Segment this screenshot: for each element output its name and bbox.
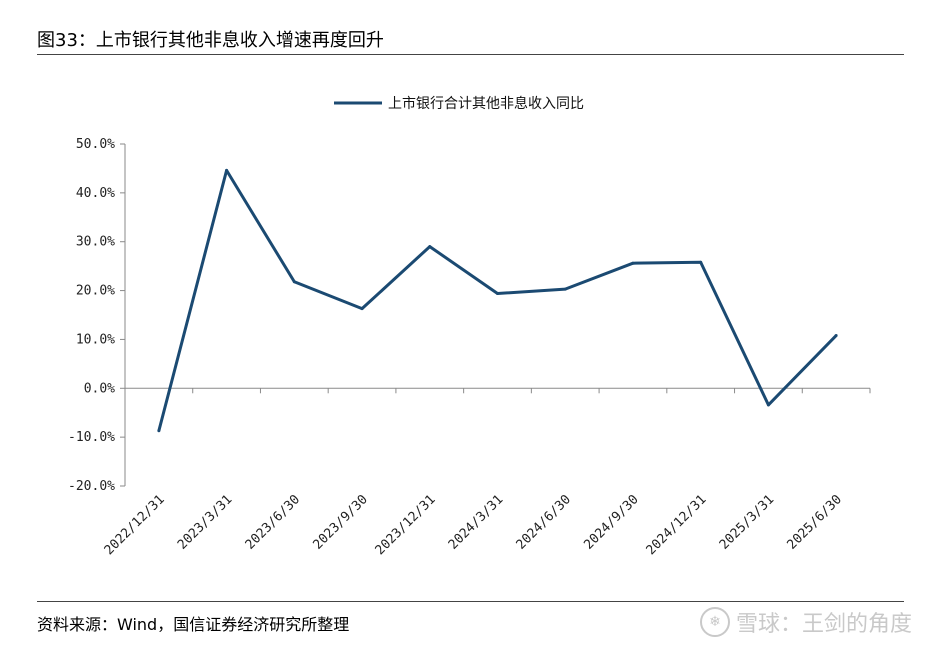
data-point bbox=[834, 334, 838, 338]
y-tick-label: 0.0% bbox=[84, 381, 115, 396]
data-point bbox=[496, 292, 499, 296]
y-tick-label: 20.0% bbox=[76, 284, 115, 299]
y-tick-label: 40.0% bbox=[76, 186, 115, 201]
data-point bbox=[766, 403, 770, 407]
x-tick-label: 2024/12/31 bbox=[644, 492, 710, 558]
legend-label: 上市银行合计其他非息收入同比 bbox=[388, 95, 584, 112]
line-chart: -20.0% -10.0% 0.0% 10.0% 20.0% 30.0% 40.0% 50.0… bbox=[68, 95, 871, 558]
x-tick-label: 2025/3/31 bbox=[717, 492, 777, 552]
y-tick-label: -10.0% bbox=[68, 430, 115, 445]
y-tick-label: 50.0% bbox=[76, 137, 115, 152]
data-point bbox=[292, 280, 296, 284]
data-point bbox=[699, 260, 703, 264]
x-tick-label: 2023/12/31 bbox=[373, 492, 439, 558]
data-point bbox=[360, 307, 364, 311]
y-tick-label: 30.0% bbox=[76, 235, 115, 250]
watermark: ❄ 雪球：王剑的角度 bbox=[699, 606, 912, 638]
source-note: 资料来源：Wind，国信证券经济研究所整理 bbox=[37, 615, 350, 634]
x-tick-label: 2024/6/30 bbox=[514, 492, 574, 552]
x-tick-label: 2023/9/30 bbox=[310, 492, 370, 552]
figure-title: 图33：上市银行其他非息收入增速再度回升 bbox=[37, 30, 384, 51]
data-point bbox=[225, 168, 229, 172]
data-point bbox=[157, 429, 161, 433]
data-point bbox=[428, 245, 432, 249]
x-tick-label: 2022/12/31 bbox=[102, 492, 168, 558]
watermark-text: 雪球：王剑的角度 bbox=[735, 612, 912, 637]
snowball-logo-icon: ❄ bbox=[699, 607, 730, 637]
bottom-rule bbox=[37, 601, 904, 602]
x-tick-label: 2023/3/31 bbox=[175, 492, 235, 552]
top-rule bbox=[37, 54, 904, 55]
x-tick-label: 2023/6/30 bbox=[243, 492, 303, 552]
data-point bbox=[631, 261, 635, 265]
data-point bbox=[563, 287, 567, 291]
x-tick-label: 2024/9/30 bbox=[581, 492, 641, 552]
x-tick-label: 2024/3/31 bbox=[446, 492, 506, 552]
x-tick-label: 2025/6/30 bbox=[785, 492, 845, 552]
y-tick-label: 10.0% bbox=[76, 332, 115, 347]
y-tick-label: -20.0% bbox=[68, 479, 115, 494]
